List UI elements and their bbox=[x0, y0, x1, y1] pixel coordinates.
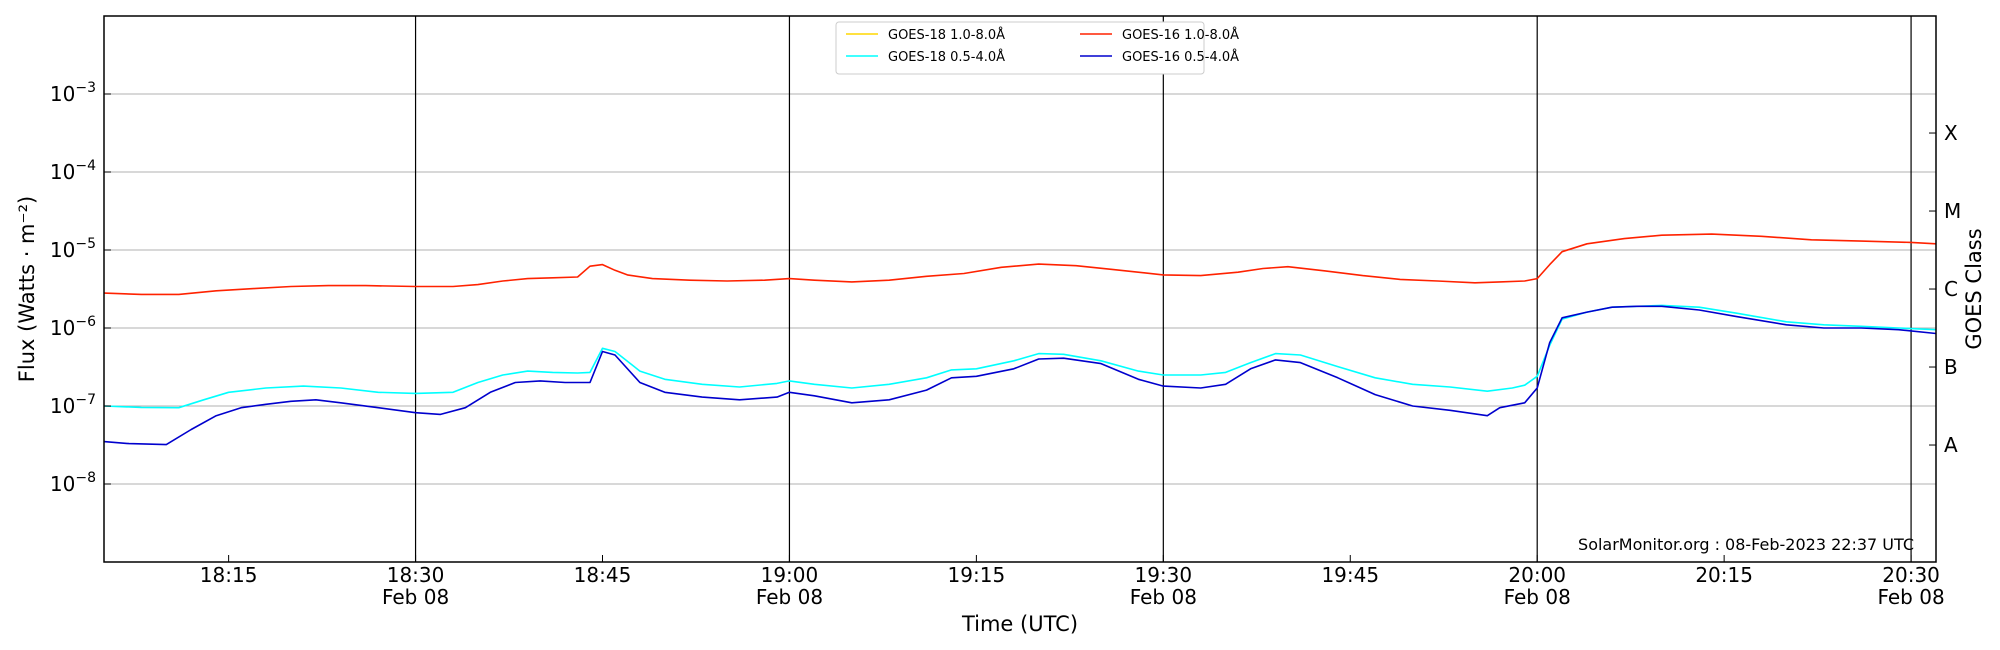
x-tick-label-9: 20:30 bbox=[1882, 563, 1940, 587]
x-tick-date-7: Feb 08 bbox=[1504, 585, 1571, 609]
series-line-2 bbox=[103, 233, 1937, 296]
goes-class-axis-title: GOES Class bbox=[1962, 228, 1986, 349]
goes-class-axis: A B C M X bbox=[1929, 121, 1961, 457]
series-line-1 bbox=[103, 304, 1937, 409]
credit-text: SolarMonitor.org : 08-Feb-2023 22:37 UTC bbox=[1578, 535, 1914, 554]
x-tick-label-6: 19:45 bbox=[1321, 563, 1379, 587]
y-tick-label-3: 10−5 bbox=[50, 236, 96, 262]
legend: GOES-18 1.0-8.0Å GOES-18 0.5-4.0Å GOES-16 … bbox=[835, 21, 1239, 75]
y-tick-label-1: 10−7 bbox=[50, 392, 96, 418]
legend-box bbox=[835, 21, 1205, 75]
y-axis-title: Flux (Watts · m⁻²) bbox=[15, 196, 39, 382]
goes-class-label-c: C bbox=[1944, 277, 1958, 301]
goes-class-label-x: X bbox=[1944, 121, 1958, 145]
legend-label-3: GOES-16 0.5-4.0Å bbox=[1122, 49, 1239, 65]
y-tick-label-4: 10−4 bbox=[50, 158, 96, 184]
x-tick-date-1: Feb 08 bbox=[382, 585, 449, 609]
x-tick-label-0: 18:15 bbox=[200, 563, 258, 587]
y-axis: 10−8 10−7 10−6 10−5 10−4 10−3 bbox=[50, 80, 111, 496]
plot-frame bbox=[103, 15, 1937, 563]
x-tick-date-9: Feb 08 bbox=[1877, 585, 1944, 609]
x-tick-label-5: 19:30 bbox=[1134, 563, 1192, 587]
goes-class-label-a: A bbox=[1944, 433, 1958, 457]
legend-label-2: GOES-16 1.0-8.0Å bbox=[1122, 27, 1239, 43]
x-axis-title: Time (UTC) bbox=[961, 612, 1078, 636]
x-tick-label-1: 18:30 bbox=[387, 563, 445, 587]
x-tick-label-7: 20:00 bbox=[1508, 563, 1566, 587]
legend-label-1: GOES-18 0.5-4.0Å bbox=[888, 49, 1005, 65]
goes-class-label-m: M bbox=[1944, 199, 1961, 223]
y-tick-label-2: 10−6 bbox=[50, 314, 96, 340]
x-tick-label-3: 19:00 bbox=[761, 563, 819, 587]
x-tick-label-8: 20:15 bbox=[1695, 563, 1753, 587]
x-tick-date-5: Feb 08 bbox=[1130, 585, 1197, 609]
goes-class-label-b: B bbox=[1944, 355, 1958, 379]
grid-layer bbox=[104, 93, 1936, 485]
series-line-3 bbox=[103, 305, 1937, 446]
x-tick-label-4: 19:15 bbox=[948, 563, 1006, 587]
day-marker-lines bbox=[414, 16, 1912, 562]
y-tick-label-5: 10−3 bbox=[50, 80, 96, 106]
y-tick-label-0: 10−8 bbox=[50, 470, 96, 496]
x-tick-label-2: 18:45 bbox=[574, 563, 632, 587]
x-tick-date-3: Feb 08 bbox=[756, 585, 823, 609]
series-layer bbox=[103, 233, 1937, 446]
legend-label-0: GOES-18 1.0-8.0Å bbox=[888, 27, 1005, 43]
